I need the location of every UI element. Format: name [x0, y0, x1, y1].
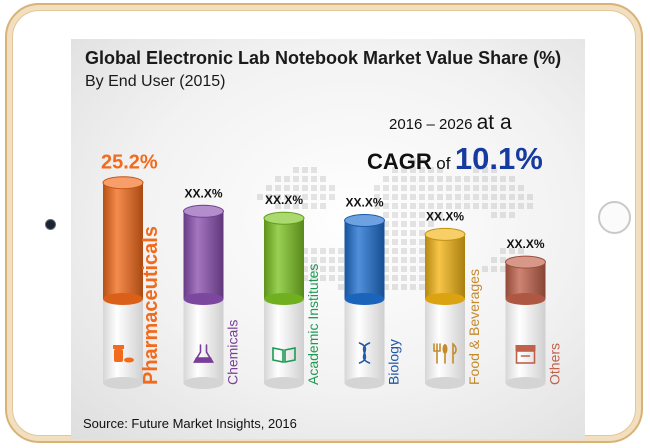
category-label: Pharmaceuticals — [140, 226, 162, 385]
forecast-period-years: 2016 – 2026 — [389, 116, 473, 133]
category-label: Others — [547, 343, 563, 385]
value-label: XX.X% — [265, 193, 303, 207]
archive-box-icon — [515, 345, 536, 364]
infographic-screen: 25.2% Pharmaceuticals XX.X% Chemicals XX.X% A… — [71, 39, 585, 439]
cagr-label: CAGR — [367, 149, 432, 174]
utensils-icon — [433, 342, 457, 364]
value-label: XX.X% — [506, 237, 544, 251]
chart-canvas: 25.2% Pharmaceuticals XX.X% Chemicals XX.X% A… — [101, 152, 563, 389]
bar-biology — [344, 214, 385, 389]
dna-icon — [358, 342, 371, 364]
value-label: XX.X% — [184, 186, 222, 200]
cagr-callout: CAGR of 10.1% — [367, 141, 543, 177]
category-label: Chemicals — [225, 320, 241, 385]
bar-chemicals — [183, 204, 224, 389]
cagr-value: 10.1% — [454, 141, 543, 176]
home-button[interactable] — [598, 201, 631, 234]
chart-title: Global Electronic Lab Notebook Market Va… — [85, 48, 562, 68]
bar-food-beverages — [424, 227, 466, 389]
value-label: XX.X% — [426, 209, 464, 223]
bar-others — [505, 255, 546, 389]
bar-academic-institutes — [263, 211, 305, 389]
cagr-of: of — [436, 154, 451, 173]
source-note: Source: Future Market Insights, 2016 — [83, 416, 297, 431]
book-icon — [272, 347, 296, 363]
value-label: 25.2% — [101, 152, 158, 174]
value-label: XX.X% — [345, 196, 383, 210]
category-label: Food & Beverages — [466, 269, 482, 385]
flask-icon — [193, 344, 214, 363]
forecast-period: 2016 – 2026 at a — [389, 111, 512, 135]
tablet-frame: 25.2% Pharmaceuticals XX.X% Chemicals XX.X% A… — [5, 3, 643, 443]
forecast-period-suffix: at a — [476, 111, 512, 134]
category-label: Biology — [386, 339, 402, 385]
camera-icon — [45, 219, 56, 230]
bar-pharmaceuticals — [102, 176, 144, 389]
pill-bottle-icon — [113, 345, 134, 363]
chart-subtitle: By End User (2015) — [85, 73, 226, 90]
category-label: Academic Institutes — [305, 264, 321, 385]
